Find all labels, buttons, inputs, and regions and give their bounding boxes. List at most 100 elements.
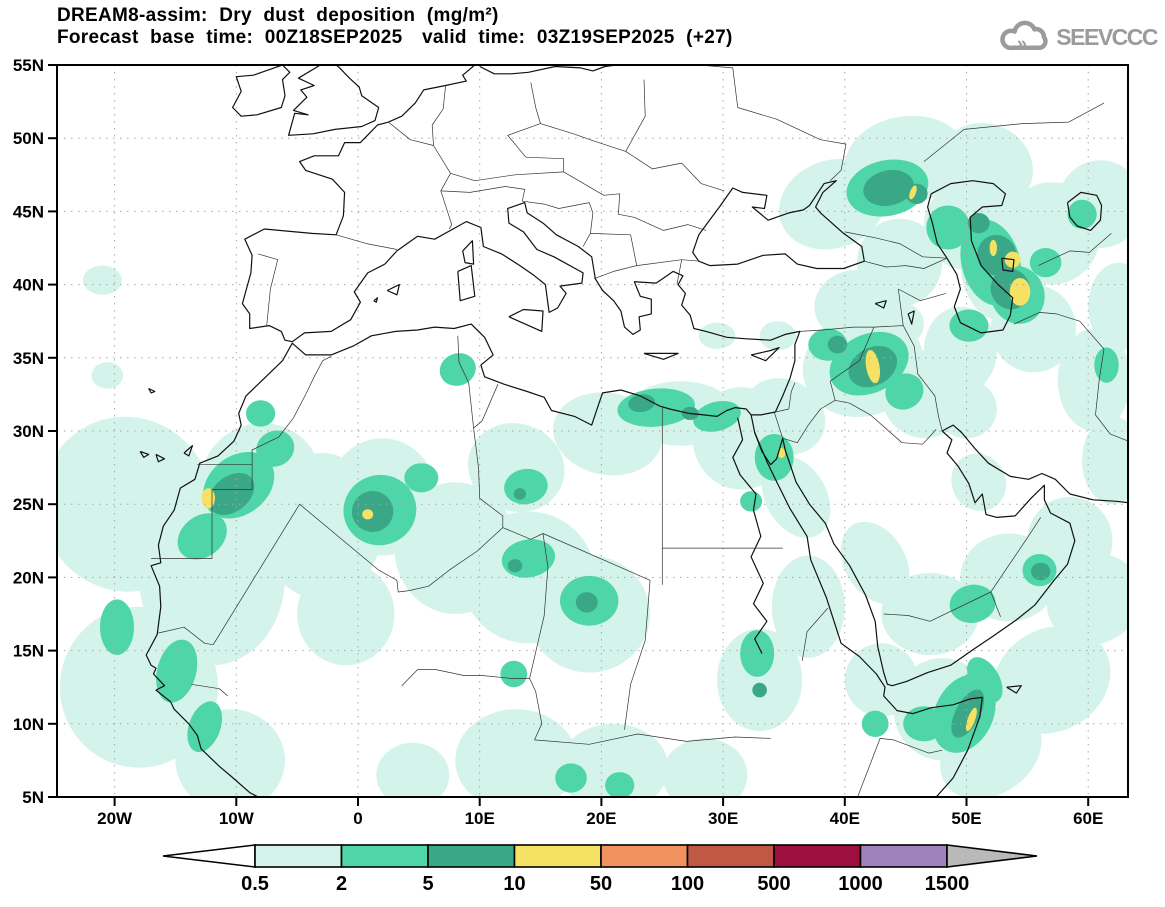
dust-blob	[605, 772, 635, 797]
dust-blob	[1094, 347, 1119, 383]
dust-blob	[905, 183, 928, 204]
lon-tick-label: 60E	[1073, 809, 1103, 828]
dust-blob	[771, 555, 845, 658]
lat-tick-label: 40N	[13, 276, 44, 295]
colorbar-legend: 0.5 2 5 10 50 100 500 1000 1500	[162, 844, 1038, 895]
dust-blob	[717, 628, 803, 732]
axis-tick-labels: 55N 50N 45N 40N 35N 30N 25N 20N 15N 10N 5N 20W 10W 0 1…	[13, 56, 1104, 828]
dust-blob	[742, 378, 826, 455]
coastline	[1066, 191, 1103, 231]
lon-tick-label: 10W	[219, 809, 255, 828]
colorbar-label: 10	[503, 873, 525, 895]
colorbar-label: 1500	[925, 873, 970, 895]
dust-blob	[404, 463, 439, 493]
dust-blob	[362, 509, 374, 520]
dust-blob	[951, 453, 1007, 511]
dust-blob	[857, 218, 943, 307]
dust-blob	[256, 430, 295, 467]
country-border	[864, 257, 948, 269]
dust-blob	[740, 491, 763, 512]
country-border	[212, 504, 300, 645]
country-border	[898, 288, 946, 302]
country-border	[773, 411, 784, 439]
dust-blob	[861, 710, 889, 737]
country-border	[801, 607, 829, 661]
dust-blob	[351, 490, 394, 533]
country-border	[336, 234, 397, 250]
country-border	[191, 683, 229, 697]
lat-tick-label: 30N	[13, 422, 44, 441]
country-border	[634, 216, 707, 231]
valid-time: valid time: 03Z19SEP2025 (+27)	[422, 27, 733, 48]
coastline	[750, 414, 784, 466]
svg-text:»: »	[1017, 34, 1027, 54]
lon-tick-label: 20E	[586, 809, 616, 828]
country-border	[158, 626, 214, 646]
coastline	[1006, 685, 1022, 694]
lat-tick-label: 45N	[13, 202, 44, 221]
dust-blob	[100, 599, 134, 655]
country-border	[625, 151, 725, 192]
coastline	[754, 432, 983, 797]
cloud-icon: »	[1000, 20, 1048, 54]
dust-blob	[246, 400, 276, 427]
country-border	[433, 145, 453, 230]
coastline	[782, 424, 1128, 687]
dust-blob	[759, 321, 797, 351]
dust-blob	[698, 322, 736, 349]
dust-blob	[1031, 562, 1051, 581]
country-border	[529, 678, 543, 741]
country-border	[522, 200, 594, 247]
colorbar-label: 500	[757, 873, 790, 895]
dust-blob	[949, 584, 996, 623]
coastline	[145, 65, 801, 797]
coastline	[479, 65, 617, 75]
coastlines-and-borders	[139, 65, 1128, 797]
country-border	[799, 325, 904, 332]
colorbar-label: 50	[590, 873, 612, 895]
coastline	[874, 300, 887, 309]
country-border	[473, 428, 504, 528]
country-border	[450, 171, 564, 182]
country-border	[829, 381, 836, 401]
dust-blob	[187, 701, 223, 753]
dust-blob	[156, 639, 198, 703]
country-border	[251, 355, 332, 465]
coastline	[692, 180, 865, 270]
gridlines	[57, 65, 1128, 797]
lat-tick-label: 55N	[13, 56, 44, 75]
country-border	[1013, 312, 1105, 350]
country-border	[299, 503, 504, 593]
country-border	[737, 107, 847, 181]
dust-blob	[740, 630, 775, 677]
country-border	[525, 156, 565, 172]
colorbar-label: 5	[422, 873, 433, 895]
forecast-base-time: Forecast base time: 00Z18SEP2025	[57, 27, 403, 48]
country-border	[258, 253, 279, 326]
lat-tick-label: 20N	[13, 568, 44, 587]
lon-tick-label: 40E	[830, 809, 860, 828]
coastline	[232, 65, 291, 117]
colorbar-segment	[859, 844, 948, 868]
coastline	[1001, 257, 1015, 272]
lat-tick-label: 25N	[13, 495, 44, 514]
country-border	[897, 288, 904, 326]
country-border	[676, 259, 683, 285]
country-border	[636, 259, 682, 266]
lat-tick-label: 15N	[13, 642, 44, 661]
coastline	[750, 347, 780, 362]
lon-tick-label: 10E	[465, 809, 495, 828]
dust-blob	[977, 234, 1017, 276]
country-border	[457, 335, 474, 429]
country-border	[502, 527, 651, 581]
coastline	[508, 308, 544, 332]
colorbar-segment	[427, 844, 516, 868]
country-border	[473, 384, 499, 429]
dust-blob	[863, 169, 914, 207]
dust-blob	[1082, 416, 1128, 505]
coastline	[643, 352, 679, 360]
dust-blob	[926, 205, 971, 250]
dust-blob	[965, 707, 977, 732]
country-border	[1095, 348, 1128, 442]
dust-blob	[513, 488, 527, 500]
